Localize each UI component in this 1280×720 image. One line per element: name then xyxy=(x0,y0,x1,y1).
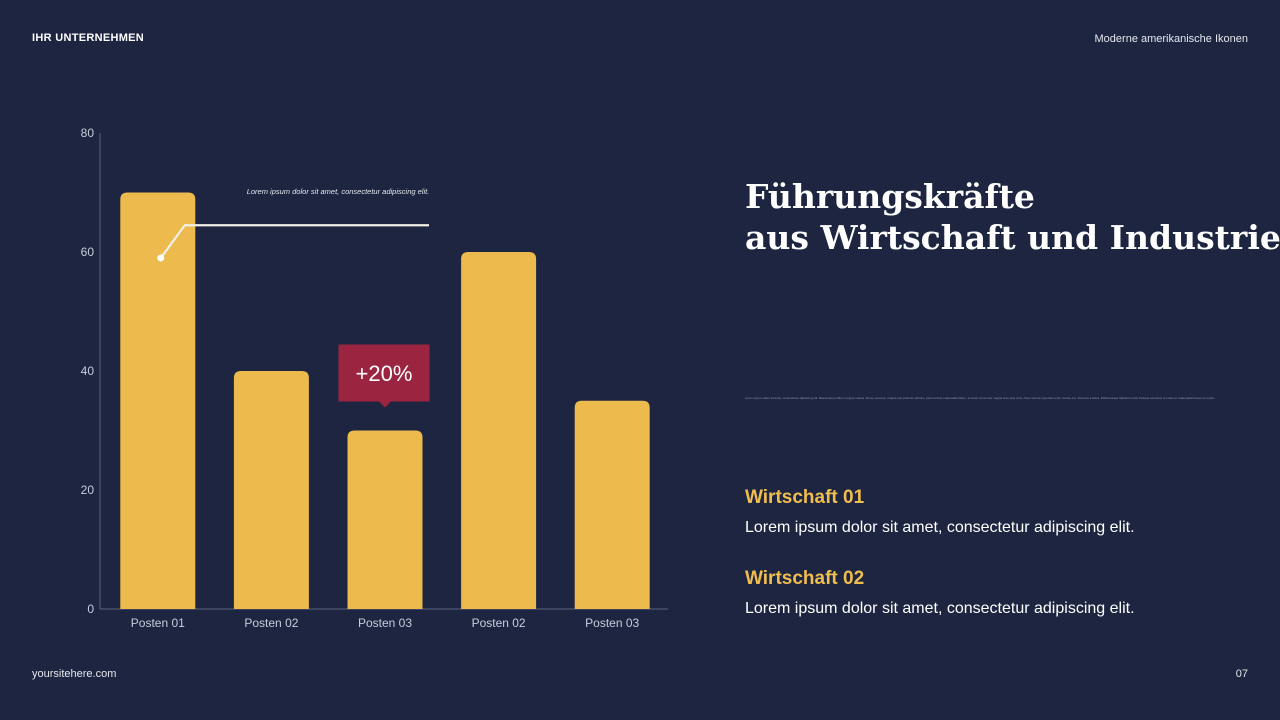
badge-pointer xyxy=(379,401,391,408)
percentage-badge xyxy=(338,344,430,402)
item-heading-2: Wirtschaft 02 xyxy=(745,568,865,589)
fine-print-text: Lorem ipsum dolor sit amet, consectetur … xyxy=(745,396,1215,400)
bar-3 xyxy=(347,430,423,609)
x-tick-label: Posten 02 xyxy=(244,616,298,630)
page-number: 07 xyxy=(1235,668,1248,680)
callout-dot xyxy=(157,254,165,262)
x-tick-label: Posten 03 xyxy=(585,616,639,630)
website-link[interactable]: yoursitehere.com xyxy=(32,668,117,680)
badge-text: +20% xyxy=(356,361,413,386)
y-tick-label: 0 xyxy=(87,602,94,616)
bar-2 xyxy=(233,371,309,609)
slide-title: Führungskräfte aus Wirtschaft und Indust… xyxy=(745,176,1280,258)
bar-chart: 0 20 40 60 80 Posten 01 Posten 02 Posten 03 Post… xyxy=(81,126,668,630)
y-tick-label: 20 xyxy=(81,483,95,497)
company-name: IHR UNTERNEHMEN xyxy=(32,32,145,44)
bar-5 xyxy=(574,400,650,609)
y-tick-label: 40 xyxy=(81,364,95,378)
y-tick-label: 80 xyxy=(81,126,95,140)
y-tick-label: 60 xyxy=(81,245,95,259)
slide-title-line-1: Führungskräfte xyxy=(745,177,1035,216)
x-tick-label: Posten 02 xyxy=(472,616,526,630)
slide-title-line-2: aus Wirtschaft und Industrie xyxy=(745,218,1280,257)
callout-text: Lorem ipsum dolor sit amet, consectetur … xyxy=(247,187,430,196)
x-tick-label: Posten 03 xyxy=(358,616,412,630)
callout-line xyxy=(159,224,429,259)
item-heading-1: Wirtschaft 01 xyxy=(745,487,865,508)
presentation-topic: Moderne amerikanische Ikonen xyxy=(1094,33,1248,45)
item-text-1: Lorem ipsum dolor sit amet, consectetur … xyxy=(745,519,1135,536)
x-tick-label: Posten 01 xyxy=(131,616,185,630)
bar-4 xyxy=(461,252,537,609)
bar-1 xyxy=(120,192,196,609)
item-text-2: Lorem ipsum dolor sit amet, consectetur … xyxy=(745,600,1135,617)
